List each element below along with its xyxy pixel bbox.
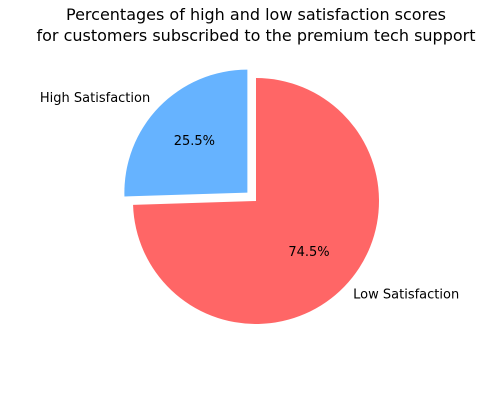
pie-category-label: High Satisfaction <box>40 91 150 106</box>
pie-slices <box>124 69 379 324</box>
pie-labels: 25.5% High Satisfaction 74.5% Low Satisfact… <box>40 91 459 303</box>
pie-pct-label: 74.5% <box>288 245 329 260</box>
chart-title-line-2: for customers subscribed to the premium … <box>36 26 475 45</box>
chart-title-line-1: Percentages of high and low satisfaction… <box>66 5 446 24</box>
chart-title: Percentages of high and low satisfaction… <box>36 5 475 45</box>
pie-pct-label: 25.5% <box>174 134 215 149</box>
pie-slice-low-satisfaction <box>133 78 379 324</box>
pie-category-label: Low Satisfaction <box>353 288 459 303</box>
pie-slice-high-satisfaction <box>124 69 248 197</box>
